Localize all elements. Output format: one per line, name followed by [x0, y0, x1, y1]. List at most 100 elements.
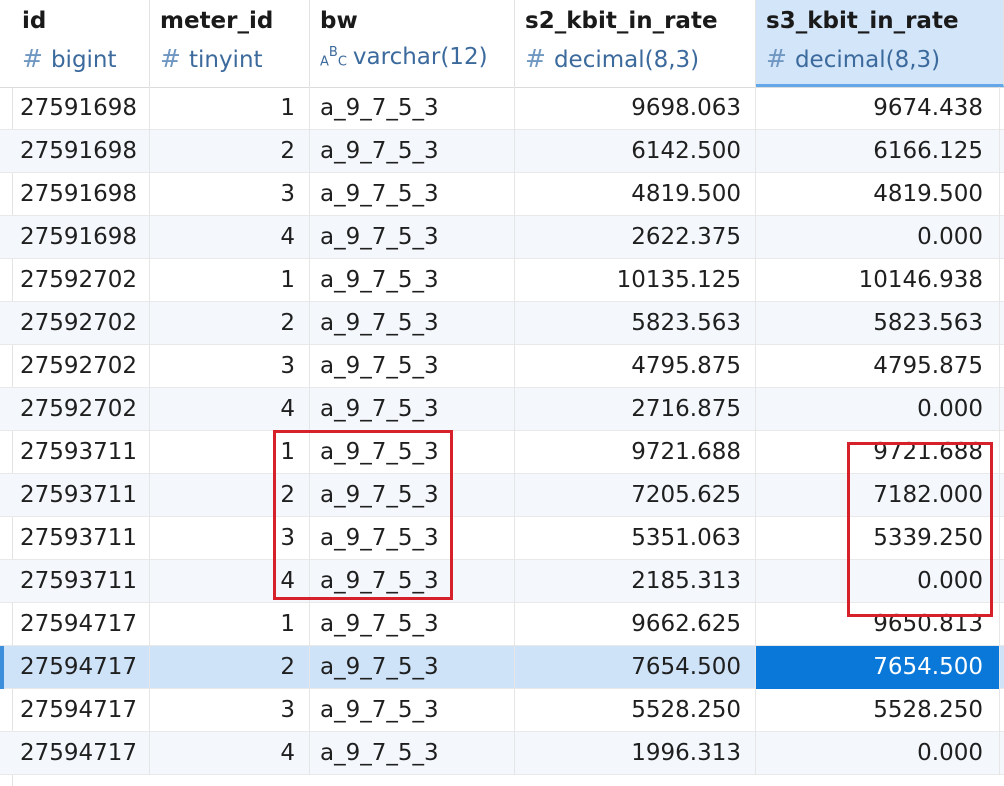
cell-s3-kbit-in-rate[interactable]: 5528.250	[756, 689, 1000, 732]
table-row[interactable]: 27591698 4 a_9_7_5_3 2622.375 0.000	[0, 216, 1004, 259]
cell-s2-kbit-in-rate[interactable]: 4795.875	[515, 345, 756, 388]
cell-s2-kbit-in-rate[interactable]: 2622.375	[515, 216, 756, 259]
cell-s2-kbit-in-rate[interactable]: 2716.875	[515, 388, 756, 431]
cell-s3-kbit-in-rate[interactable]: 7654.500	[756, 646, 1000, 689]
cell-bw[interactable]: a_9_7_5_3	[310, 388, 515, 431]
cell-s2-kbit-in-rate[interactable]: 9721.688	[515, 431, 756, 474]
cell-s3-kbit-in-rate[interactable]: 7182.000	[756, 474, 1000, 517]
cell-s3-kbit-in-rate[interactable]: 0.000	[756, 388, 1000, 431]
table-row[interactable]: 27591698 2 a_9_7_5_3 6142.500 6166.125	[0, 130, 1004, 173]
cell-meter-id[interactable]: 2	[150, 474, 310, 517]
cell-bw[interactable]: a_9_7_5_3	[310, 560, 515, 603]
cell-s3-kbit-in-rate[interactable]: 5339.250	[756, 517, 1000, 560]
cell-s3-kbit-in-rate[interactable]: 6166.125	[756, 130, 1000, 173]
cell-s3-kbit-in-rate[interactable]: 9674.438	[756, 87, 1000, 130]
cell-bw[interactable]: a_9_7_5_3	[310, 646, 515, 689]
cell-bw[interactable]: a_9_7_5_3	[310, 87, 515, 130]
table-row[interactable]: 27591698 1 a_9_7_5_3 9698.063 9674.438	[0, 87, 1004, 130]
table-row[interactable]: 27593711 3 a_9_7_5_3 5351.063 5339.250	[0, 517, 1004, 560]
table-row[interactable]: 27594717 2 a_9_7_5_3 7654.500 7654.500	[0, 646, 1004, 689]
column-header-id[interactable]: id # bigint	[12, 0, 150, 87]
cell-id[interactable]: 27591698	[12, 216, 150, 259]
cell-s2-kbit-in-rate[interactable]: 4819.500	[515, 173, 756, 216]
cell-bw[interactable]: a_9_7_5_3	[310, 732, 515, 775]
table-row[interactable]: 27592702 3 a_9_7_5_3 4795.875 4795.875	[0, 345, 1004, 388]
cell-bw[interactable]: a_9_7_5_3	[310, 474, 515, 517]
cell-s3-kbit-in-rate[interactable]: 5823.563	[756, 302, 1000, 345]
table-row[interactable]: 27594717 3 a_9_7_5_3 5528.250 5528.250	[0, 689, 1004, 732]
cell-id[interactable]: 27592702	[12, 388, 150, 431]
column-header-bw[interactable]: bw ABC varchar(12)	[310, 0, 515, 87]
cell-s3-kbit-in-rate[interactable]: 4819.500	[756, 173, 1000, 216]
cell-s3-kbit-in-rate[interactable]: 9650.813	[756, 603, 1000, 646]
cell-s3-kbit-in-rate[interactable]: 4795.875	[756, 345, 1000, 388]
cell-bw[interactable]: a_9_7_5_3	[310, 216, 515, 259]
cell-s3-kbit-in-rate[interactable]: 0.000	[756, 732, 1000, 775]
table-row[interactable]: 27594717 1 a_9_7_5_3 9662.625 9650.813	[0, 603, 1004, 646]
column-header-s2-kbit-in-rate[interactable]: s2_kbit_in_rate # decimal(8,3)	[515, 0, 756, 87]
cell-id[interactable]: 27593711	[12, 474, 150, 517]
cell-s2-kbit-in-rate[interactable]: 10135.125	[515, 259, 756, 302]
table-row[interactable]: 27592702 4 a_9_7_5_3 2716.875 0.000	[0, 388, 1004, 431]
cell-s3-kbit-in-rate[interactable]: 0.000	[756, 216, 1000, 259]
cell-meter-id[interactable]: 4	[150, 732, 310, 775]
cell-s2-kbit-in-rate[interactable]: 5823.563	[515, 302, 756, 345]
cell-id[interactable]: 27593711	[12, 431, 150, 474]
table-row[interactable]: 27593711 1 a_9_7_5_3 9721.688 9721.688	[0, 431, 1004, 474]
cell-meter-id[interactable]: 3	[150, 345, 310, 388]
column-header-meter-id[interactable]: meter_id # tinyint	[150, 0, 310, 87]
cell-bw[interactable]: a_9_7_5_3	[310, 431, 515, 474]
table-row[interactable]: 27592702 2 a_9_7_5_3 5823.563 5823.563	[0, 302, 1004, 345]
cell-id[interactable]: 27592702	[12, 302, 150, 345]
cell-s2-kbit-in-rate[interactable]: 5528.250	[515, 689, 756, 732]
cell-meter-id[interactable]: 4	[150, 388, 310, 431]
cell-bw[interactable]: a_9_7_5_3	[310, 259, 515, 302]
cell-meter-id[interactable]: 2	[150, 130, 310, 173]
cell-id[interactable]: 27592702	[12, 259, 150, 302]
cell-s2-kbit-in-rate[interactable]: 1996.313	[515, 732, 756, 775]
cell-s2-kbit-in-rate[interactable]: 9662.625	[515, 603, 756, 646]
table-row[interactable]: 27592702 1 a_9_7_5_3 10135.125 10146.938	[0, 259, 1004, 302]
cell-meter-id[interactable]: 1	[150, 259, 310, 302]
cell-id[interactable]: 27594717	[12, 646, 150, 689]
cell-bw[interactable]: a_9_7_5_3	[310, 345, 515, 388]
cell-s2-kbit-in-rate[interactable]: 7205.625	[515, 474, 756, 517]
table-row[interactable]: 27593711 4 a_9_7_5_3 2185.313 0.000	[0, 560, 1004, 603]
cell-id[interactable]: 27594717	[12, 732, 150, 775]
cell-s3-kbit-in-rate[interactable]: 9721.688	[756, 431, 1000, 474]
cell-bw[interactable]: a_9_7_5_3	[310, 517, 515, 560]
cell-bw[interactable]: a_9_7_5_3	[310, 302, 515, 345]
cell-bw[interactable]: a_9_7_5_3	[310, 689, 515, 732]
cell-meter-id[interactable]: 3	[150, 517, 310, 560]
cell-s3-kbit-in-rate[interactable]: 0.000	[756, 560, 1000, 603]
cell-meter-id[interactable]: 1	[150, 603, 310, 646]
cell-bw[interactable]: a_9_7_5_3	[310, 603, 515, 646]
cell-meter-id[interactable]: 3	[150, 689, 310, 732]
table-row[interactable]: 27591698 3 a_9_7_5_3 4819.500 4819.500	[0, 173, 1004, 216]
cell-id[interactable]: 27591698	[12, 130, 150, 173]
cell-id[interactable]: 27594717	[12, 689, 150, 732]
cell-meter-id[interactable]: 1	[150, 431, 310, 474]
cell-id[interactable]: 27591698	[12, 87, 150, 130]
table-row[interactable]: 27594717 4 a_9_7_5_3 1996.313 0.000	[0, 732, 1004, 775]
cell-s3-kbit-in-rate[interactable]: 10146.938	[756, 259, 1000, 302]
cell-id[interactable]: 27594717	[12, 603, 150, 646]
cell-id[interactable]: 27593711	[12, 517, 150, 560]
cell-s2-kbit-in-rate[interactable]: 9698.063	[515, 87, 756, 130]
cell-s2-kbit-in-rate[interactable]: 7654.500	[515, 646, 756, 689]
cell-meter-id[interactable]: 2	[150, 646, 310, 689]
table-row[interactable]: 27593711 2 a_9_7_5_3 7205.625 7182.000	[0, 474, 1004, 517]
column-header-s3-kbit-in-rate[interactable]: s3_kbit_in_rate # decimal(8,3)	[756, 0, 1004, 87]
cell-meter-id[interactable]: 2	[150, 302, 310, 345]
cell-meter-id[interactable]: 4	[150, 560, 310, 603]
cell-meter-id[interactable]: 4	[150, 216, 310, 259]
cell-s2-kbit-in-rate[interactable]: 6142.500	[515, 130, 756, 173]
cell-meter-id[interactable]: 1	[150, 87, 310, 130]
cell-s2-kbit-in-rate[interactable]: 5351.063	[515, 517, 756, 560]
cell-id[interactable]: 27591698	[12, 173, 150, 216]
cell-s2-kbit-in-rate[interactable]: 2185.313	[515, 560, 756, 603]
cell-id[interactable]: 27593711	[12, 560, 150, 603]
cell-meter-id[interactable]: 3	[150, 173, 310, 216]
cell-bw[interactable]: a_9_7_5_3	[310, 173, 515, 216]
cell-id[interactable]: 27592702	[12, 345, 150, 388]
